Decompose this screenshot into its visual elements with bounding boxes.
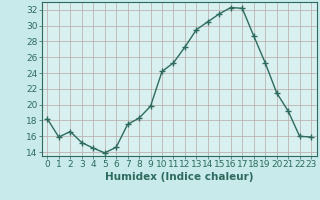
X-axis label: Humidex (Indice chaleur): Humidex (Indice chaleur): [105, 172, 253, 182]
